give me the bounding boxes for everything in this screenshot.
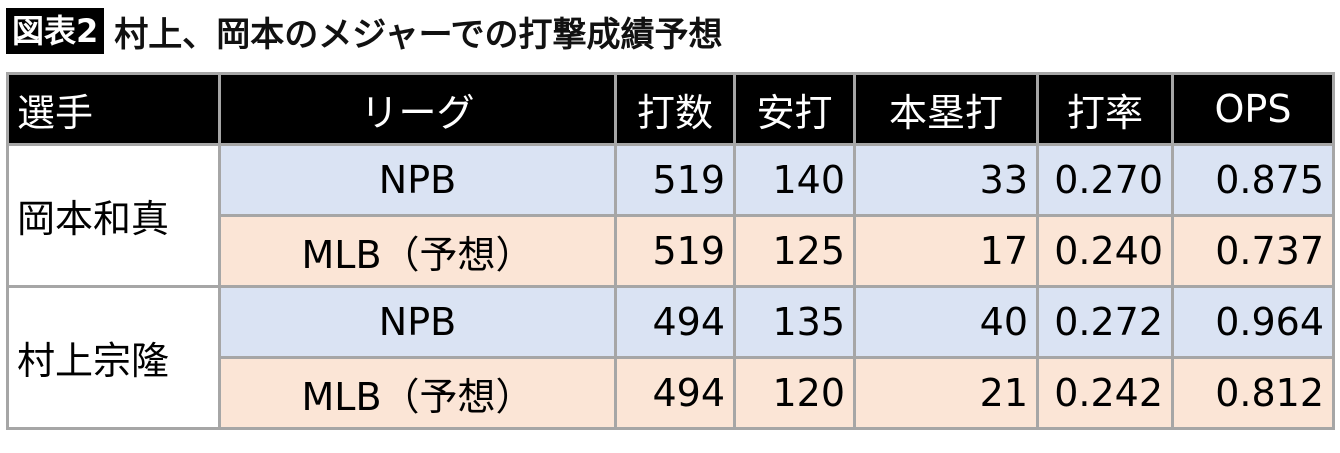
ops-cell: 0.812 <box>1171 356 1335 430</box>
home-runs-cell: 21 <box>853 356 1039 430</box>
table-row: MLB（予想） 519 125 17 0.240 0.737 <box>8 214 1335 288</box>
ops-cell: 0.875 <box>1171 143 1335 217</box>
league-cell: MLB（予想） <box>218 356 617 430</box>
hits-cell: 140 <box>733 143 856 217</box>
header-hits: 安打 <box>733 72 856 146</box>
home-runs-cell: 17 <box>853 214 1039 288</box>
league-cell: MLB（予想） <box>218 214 617 288</box>
table-row: 村上宗隆 NPB 494 135 40 0.272 0.964 <box>6 285 1335 430</box>
hits-cell: 135 <box>733 285 856 359</box>
header-player: 選手 <box>6 72 221 146</box>
ops-cell: 0.964 <box>1171 285 1335 359</box>
league-cell: NPB <box>218 285 617 359</box>
stats-table: 選手 リーグ 打数 安打 本塁打 打率 OPS 岡本和真 NPB 519 140… <box>6 72 1335 430</box>
home-runs-cell: 33 <box>853 143 1039 217</box>
home-runs-cell: 40 <box>853 285 1039 359</box>
player-name: 岡本和真 <box>6 143 221 288</box>
header-at-bats: 打数 <box>614 72 736 146</box>
header-row: 選手 リーグ 打数 安打 本塁打 打率 OPS <box>6 72 1335 146</box>
header-home-runs: 本塁打 <box>853 72 1039 146</box>
title-text: 村上、岡本のメジャーでの打撃成績予想 <box>114 14 723 55</box>
table-row: 岡本和真 NPB 519 140 33 0.270 0.875 <box>6 143 1335 288</box>
header-average: 打率 <box>1036 72 1174 146</box>
at-bats-cell: 494 <box>614 285 736 359</box>
at-bats-cell: 519 <box>614 214 736 288</box>
at-bats-cell: 494 <box>614 356 736 430</box>
at-bats-cell: 519 <box>614 143 736 217</box>
hits-cell: 120 <box>733 356 856 430</box>
header-league: リーグ <box>218 72 617 146</box>
average-cell: 0.270 <box>1036 143 1174 217</box>
player-name: 村上宗隆 <box>6 285 221 430</box>
figure-badge: 図表2 <box>6 8 105 54</box>
hits-cell: 125 <box>733 214 856 288</box>
figure-title: 図表2 村上、岡本のメジャーでの打撃成績予想 <box>6 6 723 56</box>
average-cell: 0.240 <box>1036 214 1174 288</box>
header-ops: OPS <box>1171 72 1335 146</box>
table-row: MLB（予想） 494 120 21 0.242 0.812 <box>8 356 1335 430</box>
average-cell: 0.242 <box>1036 356 1174 430</box>
league-cell: NPB <box>218 143 617 217</box>
average-cell: 0.272 <box>1036 285 1174 359</box>
ops-cell: 0.737 <box>1171 214 1335 288</box>
